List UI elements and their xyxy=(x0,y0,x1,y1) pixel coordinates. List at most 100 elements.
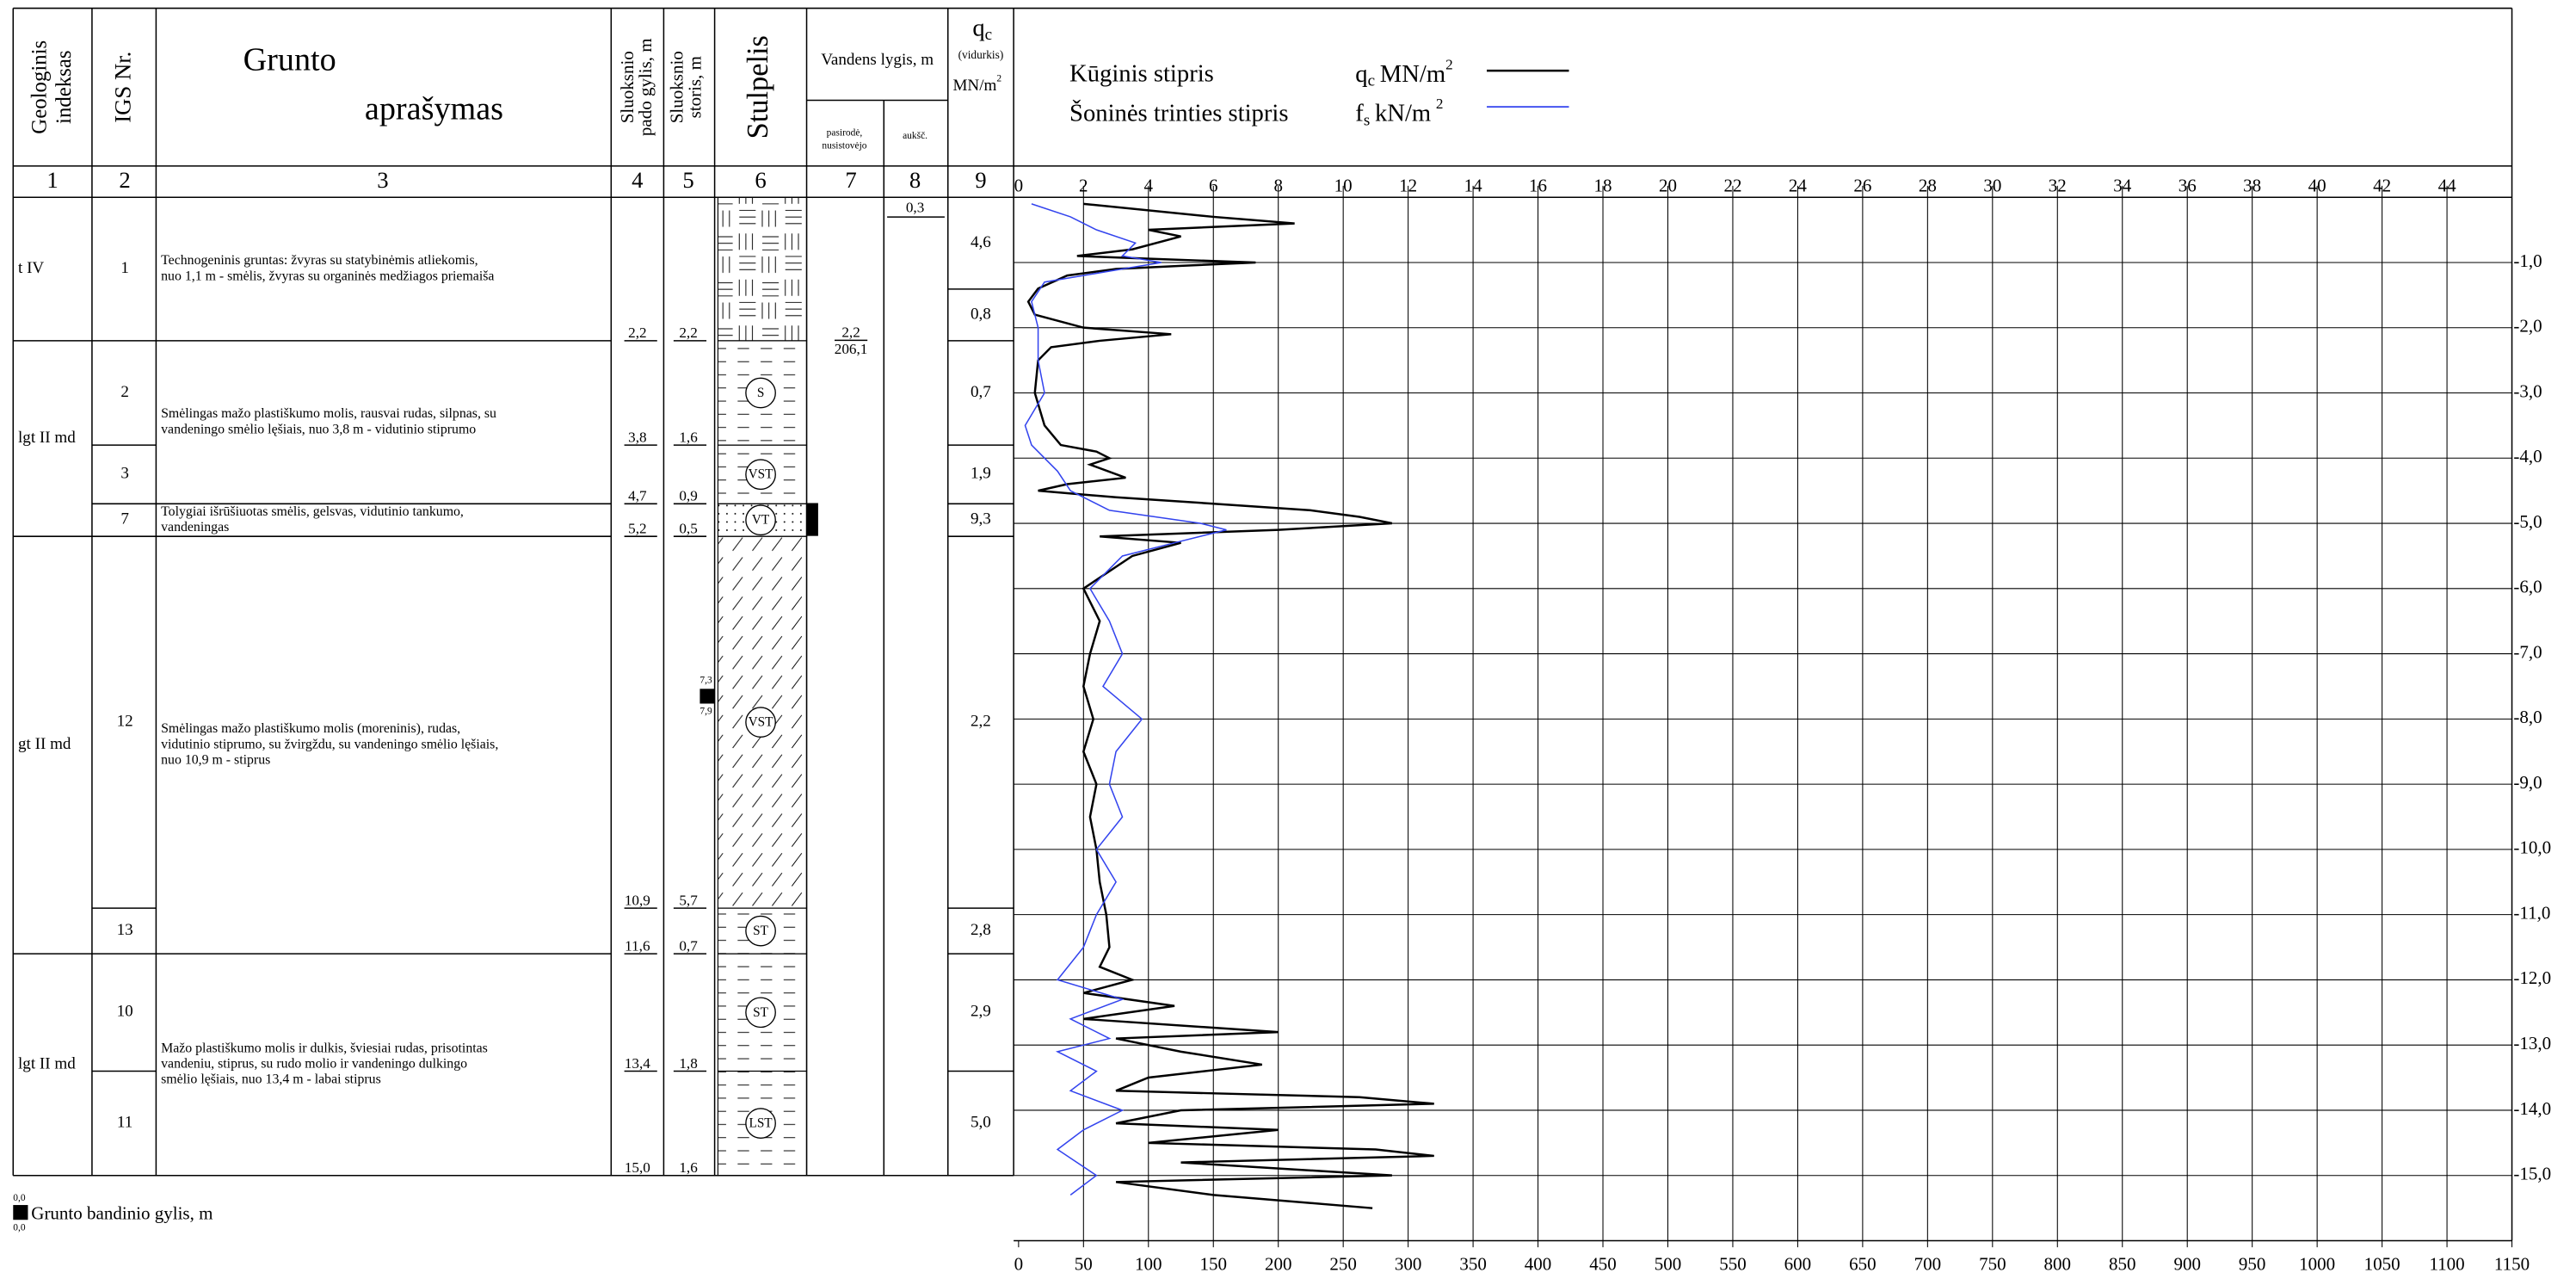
fs-tick-label: 700 xyxy=(1914,1254,1941,1275)
description: Smėlingas mažo plastiškumo molis (moreni… xyxy=(161,721,460,736)
header-text: qc xyxy=(972,14,992,44)
geologic-index: lgt II md xyxy=(18,429,76,447)
column-number: 4 xyxy=(632,167,643,193)
fs-tick-label: 300 xyxy=(1395,1254,1421,1275)
water-appeared: 0,3 xyxy=(906,200,924,216)
qc-tick-label: 12 xyxy=(1399,176,1417,196)
fs-tick-label: 650 xyxy=(1849,1254,1876,1275)
column-number: 5 xyxy=(682,167,693,193)
qc-tick-label: 22 xyxy=(1723,176,1741,196)
fs-tick-label: 250 xyxy=(1329,1254,1356,1275)
qc-average: 0,7 xyxy=(971,383,991,401)
qc-tick-label: 14 xyxy=(1464,176,1482,196)
fs-tick-label: 50 xyxy=(1075,1254,1093,1275)
qc-tick-label: 6 xyxy=(1209,176,1217,196)
column-number: 1 xyxy=(46,167,58,193)
description: vidutinio stiprumo, su žvirgždu, su vand… xyxy=(161,737,498,751)
water-level: 2,2 xyxy=(841,324,860,341)
water-elevation: 206,1 xyxy=(835,341,868,357)
column-number: 9 xyxy=(975,167,986,193)
header-text: Grunto xyxy=(243,41,336,77)
qc-average: 9,3 xyxy=(971,510,991,528)
depth-tick-label: -8,0 xyxy=(2513,707,2542,727)
header-text: MN/m xyxy=(952,77,996,96)
layer-thickness: 1,8 xyxy=(679,1055,697,1072)
qc-tick-label: 34 xyxy=(2113,176,2131,196)
legend-text: kN/m xyxy=(1375,99,1431,127)
description: smėlio lęšiais, nuo 13,4 m - labai stipr… xyxy=(161,1072,381,1087)
fs-tick-label: 1100 xyxy=(2429,1254,2464,1275)
bottom-depth: 15,0 xyxy=(625,1159,650,1176)
qc-average: 2,2 xyxy=(971,713,991,731)
description: nuo 10,9 m - stiprus xyxy=(161,752,270,767)
description: Mažo plastiškumo molis ir dulkis, šviesi… xyxy=(161,1041,488,1055)
depth-tick-label: -3,0 xyxy=(2513,380,2542,401)
qc-tick-label: 32 xyxy=(2049,176,2067,196)
soil-symbol-text: VT xyxy=(752,513,770,528)
bottom-depth: 13,4 xyxy=(625,1055,650,1072)
igs-number: 1 xyxy=(120,259,129,277)
layer-thickness: 0,5 xyxy=(679,520,697,536)
fs-tick-label: 1050 xyxy=(2364,1254,2400,1275)
depth-tick-label: -4,0 xyxy=(2513,446,2542,466)
qc-tick-label: 24 xyxy=(1789,176,1807,196)
geologic-index: lgt II md xyxy=(18,1054,76,1072)
header-text: MN/m2 xyxy=(952,73,1001,95)
depth-tick-label: -5,0 xyxy=(2513,511,2542,532)
soil-symbol xyxy=(745,915,776,947)
layer-thickness: 1,6 xyxy=(679,1159,698,1176)
legend-sample-marker xyxy=(13,1205,28,1220)
igs-number: 13 xyxy=(117,921,133,939)
qc-average: 5,0 xyxy=(971,1113,991,1131)
igs-number: 11 xyxy=(117,1113,132,1131)
header-text: q xyxy=(972,14,984,41)
qc-curve xyxy=(1026,202,1434,1209)
legend-label: Grunto bandinio gylis, m xyxy=(31,1202,213,1223)
soil-symbol-text: VST xyxy=(749,467,774,482)
legend-text: qc MN/m2 xyxy=(1355,56,1452,90)
header-text: Sluoksnio xyxy=(617,51,638,123)
igs-number: 2 xyxy=(120,383,129,401)
soil-symbol xyxy=(745,459,776,491)
depth-tick-label: -1,0 xyxy=(2513,250,2542,271)
fs-tick-label: 0 xyxy=(1014,1254,1023,1275)
fs-tick-label: 1000 xyxy=(2299,1254,2335,1275)
column-number: 8 xyxy=(909,167,921,193)
bottom-depth: 3,8 xyxy=(628,429,646,445)
soil-symbol-text: LST xyxy=(749,1116,773,1131)
header-text: nusistovėjo xyxy=(822,141,866,151)
fs-tick-label: 100 xyxy=(1135,1254,1162,1275)
qc-tick-label: 44 xyxy=(2438,176,2456,196)
qc-tick-label: 16 xyxy=(1529,176,1547,196)
qc-tick-label: 20 xyxy=(1659,176,1677,196)
depth-tick-label: -13,0 xyxy=(2513,1033,2551,1053)
fs-tick-label: 800 xyxy=(2044,1254,2071,1275)
soil-symbol-text: ST xyxy=(753,924,768,938)
legend-text: MN/m xyxy=(1380,59,1445,87)
soil-symbol xyxy=(745,707,776,738)
layer-thickness: 2,2 xyxy=(679,324,697,341)
qc-tick-label: 2 xyxy=(1079,176,1088,196)
soil-symbol-text: S xyxy=(757,386,764,400)
sample-bottom: 7,9 xyxy=(699,707,712,717)
qc-average: 0,8 xyxy=(971,305,991,323)
qc-average: 4,6 xyxy=(971,233,991,251)
description: Technogeninis gruntas: žvyras su statybi… xyxy=(161,253,478,268)
qc-tick-label: 4 xyxy=(1144,176,1154,196)
legend-text: fs kN/m 2 xyxy=(1355,96,1443,130)
bottom-depth: 11,6 xyxy=(625,937,650,954)
header-text: aukšč. xyxy=(903,131,927,141)
bottom-depth: 4,7 xyxy=(628,488,647,504)
geologic-index: gt II md xyxy=(18,735,71,753)
water-bearing-marker xyxy=(806,503,818,536)
qc-tick-label: 10 xyxy=(1334,176,1353,196)
soil-symbol xyxy=(745,997,776,1029)
fs-tick-label: 950 xyxy=(2239,1254,2265,1275)
header-text: 2 xyxy=(996,73,1001,83)
description: Tolygiai išrūšiuotas smėlis, gelsvas, vi… xyxy=(161,504,464,519)
depth-tick-label: -2,0 xyxy=(2513,316,2542,337)
qc-average: 1,9 xyxy=(971,465,991,483)
